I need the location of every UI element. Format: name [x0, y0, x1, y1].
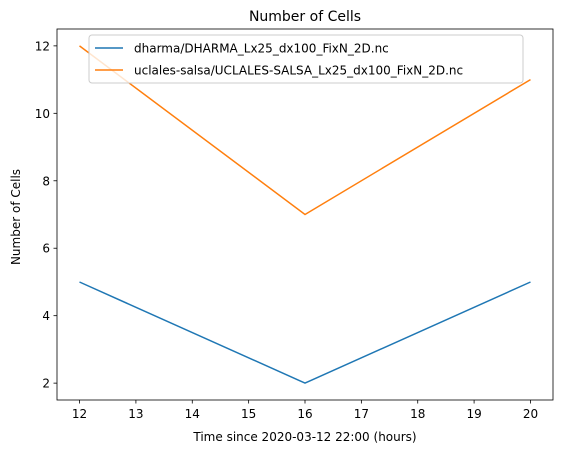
x-tick-label: 12	[72, 407, 87, 421]
series-line-0	[79, 281, 531, 384]
plot-frame	[56, 28, 554, 401]
legend-label-1: uclales-salsa/UCLALES-SALSA_Lx25_dx100_F…	[134, 64, 463, 78]
legend-box	[88, 34, 524, 84]
x-tick-label: 13	[128, 407, 143, 421]
y-axis: 2 4 6 8 10 12	[35, 39, 57, 391]
y-tick-label: 12	[35, 39, 50, 53]
plot-area	[79, 45, 531, 384]
x-tick-label: 18	[410, 407, 425, 421]
x-tick-label: 17	[354, 407, 369, 421]
legend-label-0: dharma/DHARMA_Lx25_dx100_FixN_2D.nc	[134, 42, 389, 56]
y-tick-label: 6	[42, 242, 50, 256]
x-tick-label: 20	[523, 407, 538, 421]
y-axis-label: Number of Cells	[9, 169, 23, 265]
y-tick-label: 4	[42, 309, 50, 323]
x-tick-label: 15	[241, 407, 256, 421]
x-axis-label: Time since 2020-03-12 22:00 (hours)	[192, 430, 416, 444]
x-tick-label: 14	[185, 407, 200, 421]
x-tick-label: 16	[297, 407, 312, 421]
legend: dharma/DHARMA_Lx25_dx100_FixN_2D.ncuclal…	[88, 34, 524, 84]
x-tick-label: 19	[466, 407, 481, 421]
y-tick-label: 8	[42, 174, 50, 188]
series-line-1	[79, 45, 531, 216]
y-tick-label: 10	[35, 107, 50, 121]
chart-title: Number of Cells	[249, 9, 361, 25]
x-axis: 12 13 14 15 16 17 18 19 20	[72, 400, 538, 421]
y-tick-label: 2	[42, 377, 50, 391]
